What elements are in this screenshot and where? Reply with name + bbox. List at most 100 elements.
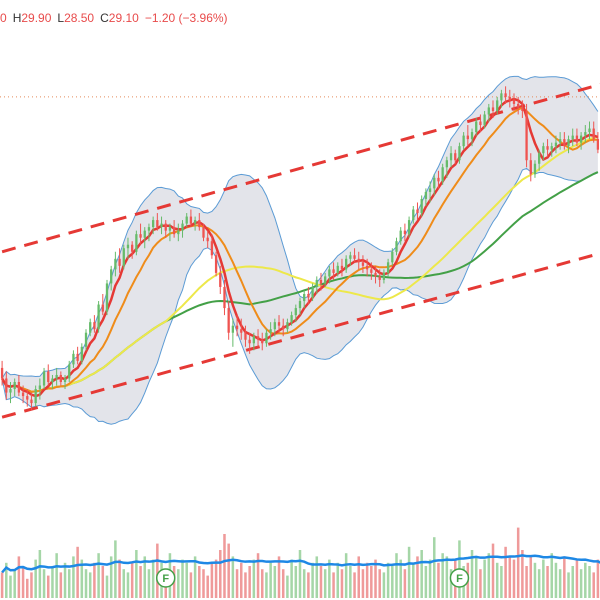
candle <box>328 265 331 284</box>
candle-body <box>290 315 293 323</box>
volume-bar <box>17 556 21 598</box>
candle-body <box>282 325 285 330</box>
candle-body <box>59 374 62 382</box>
candle-body <box>378 276 381 280</box>
candle <box>277 315 281 333</box>
candle-body <box>21 392 25 397</box>
volume-bar <box>319 566 323 598</box>
candle <box>462 132 465 150</box>
volume-bar <box>55 553 58 598</box>
close-value: 29.10 <box>108 11 139 25</box>
candle-body <box>227 308 230 333</box>
candle-body <box>491 107 495 111</box>
candle-body <box>521 107 524 111</box>
volume-bar <box>114 540 117 598</box>
candle-body <box>248 339 251 344</box>
volume-bar <box>445 556 449 598</box>
volume-bar <box>143 556 147 598</box>
candle-body <box>546 146 549 150</box>
candle <box>290 311 293 326</box>
candle-body <box>17 382 21 393</box>
candle <box>567 135 570 154</box>
volume-bar <box>315 556 319 598</box>
candle-body <box>416 209 419 214</box>
candle-body <box>307 294 310 298</box>
candle <box>512 93 516 111</box>
volume-bar <box>26 578 29 598</box>
candle-body <box>538 153 541 164</box>
volume-bar <box>59 572 63 598</box>
candle-body <box>0 367 4 379</box>
volume-bar <box>63 562 67 598</box>
candle-body <box>386 262 390 273</box>
candle-body <box>517 103 520 108</box>
volume-bar <box>72 556 75 598</box>
volume-bar <box>277 556 281 598</box>
volume-bar <box>516 527 520 598</box>
candle <box>403 223 407 242</box>
low-label: L <box>57 11 65 25</box>
candle-body <box>185 216 188 224</box>
candle-body <box>93 322 96 330</box>
candle <box>554 135 558 154</box>
volume-bar <box>227 543 230 598</box>
flag-marker: F <box>155 568 176 588</box>
candle-body <box>126 244 130 249</box>
candle <box>386 258 390 277</box>
candle <box>332 262 335 280</box>
candle <box>223 279 226 316</box>
candle-body <box>529 160 532 175</box>
volume-bar <box>126 572 130 598</box>
candle <box>475 118 478 136</box>
volume-bar <box>441 553 444 598</box>
volume-bar <box>21 566 25 598</box>
volume-bar <box>416 556 419 598</box>
volume-bar <box>189 572 193 598</box>
candle <box>412 206 415 224</box>
candle-body <box>261 339 264 344</box>
volume-bar <box>479 569 482 598</box>
candle <box>374 265 377 284</box>
candle-body <box>458 146 461 161</box>
candle <box>433 174 436 196</box>
volume-bar <box>181 559 184 598</box>
volume-bar <box>525 566 528 598</box>
candle-body <box>487 107 490 115</box>
candle-body <box>441 167 444 182</box>
candle-body <box>512 100 516 104</box>
volume-bar <box>399 559 402 598</box>
candle-body <box>370 269 373 273</box>
candle-body <box>68 364 71 379</box>
candle <box>533 160 537 178</box>
candle-body <box>449 153 453 161</box>
candle-body <box>89 322 92 333</box>
volume-bar <box>328 559 331 598</box>
candle-body <box>433 177 436 189</box>
candle <box>382 269 386 284</box>
candle-body <box>420 198 423 214</box>
candle <box>227 301 230 340</box>
volume-bar <box>391 566 394 598</box>
candle <box>147 223 151 242</box>
volume-bar <box>76 546 79 598</box>
candle-body <box>47 371 50 382</box>
candle-body <box>214 255 218 273</box>
candle-body <box>567 139 570 147</box>
candle <box>47 364 50 386</box>
candle <box>294 304 297 323</box>
candle-body <box>584 132 587 136</box>
candle <box>76 346 79 365</box>
candle <box>391 248 394 266</box>
volume-bar <box>256 553 260 598</box>
volume-bar <box>495 562 499 598</box>
candle <box>483 110 486 129</box>
volume-bar <box>93 562 96 598</box>
candle-body <box>9 389 12 393</box>
volume-bar <box>546 566 549 598</box>
candle-body <box>508 96 511 101</box>
volume-bar <box>571 566 574 598</box>
volume-bar <box>370 566 373 598</box>
volume-bar <box>596 559 600 598</box>
volume-bar <box>302 569 306 598</box>
